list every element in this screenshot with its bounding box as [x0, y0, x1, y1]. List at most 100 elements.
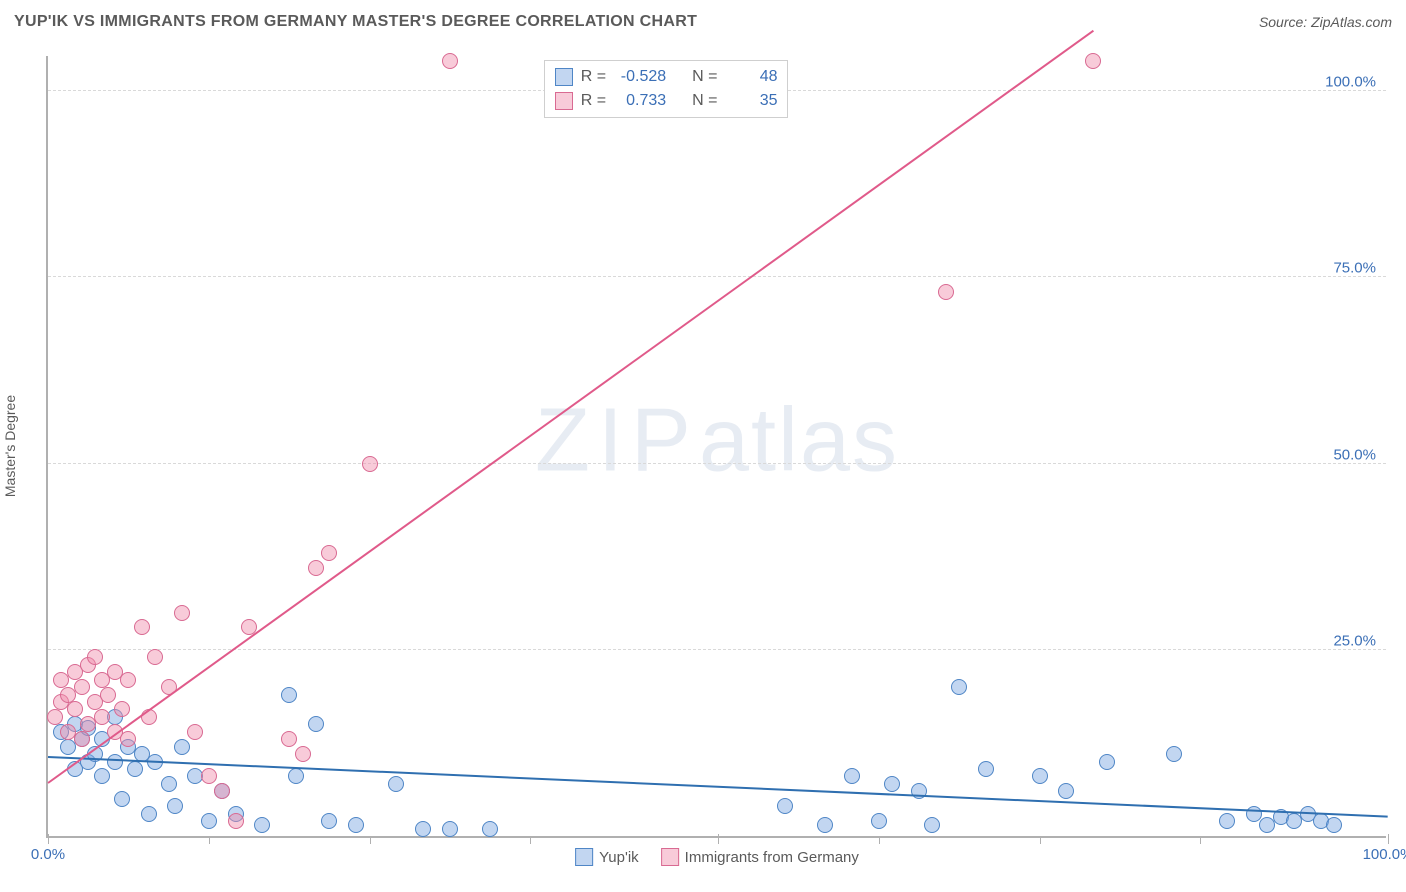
watermark-zip: ZIP [535, 390, 699, 490]
data-point [174, 739, 190, 755]
watermark: ZIPatlas [535, 389, 899, 492]
x-tick-minor [370, 836, 371, 844]
data-point [777, 798, 793, 814]
data-point [295, 746, 311, 762]
series-label: Immigrants from Germany [685, 849, 859, 866]
trend-line [48, 756, 1388, 818]
n-label: N = [692, 68, 717, 86]
data-point [1166, 746, 1182, 762]
data-point [141, 806, 157, 822]
data-point [107, 754, 123, 770]
data-point [884, 776, 900, 792]
data-point [114, 701, 130, 717]
x-tick-minor [1200, 836, 1201, 844]
r-value: 0.733 [614, 92, 666, 110]
data-point [1085, 53, 1101, 69]
data-point [938, 284, 954, 300]
data-point [127, 761, 143, 777]
data-point [134, 619, 150, 635]
data-point [415, 821, 431, 837]
data-point [321, 545, 337, 561]
r-value: -0.528 [614, 68, 666, 86]
series-legend: Yup'ik Immigrants from Germany [575, 848, 859, 866]
data-point [87, 649, 103, 665]
data-point [308, 560, 324, 576]
data-point [482, 821, 498, 837]
n-value: 48 [725, 68, 777, 86]
data-point [844, 768, 860, 784]
series-legend-item: Yup'ik [575, 848, 639, 866]
data-point [1246, 806, 1262, 822]
data-point [817, 817, 833, 833]
n-label: N = [692, 92, 717, 110]
x-tick-minor [530, 836, 531, 844]
data-point [442, 821, 458, 837]
x-tick [718, 834, 719, 844]
data-point [978, 761, 994, 777]
data-point [254, 817, 270, 833]
data-point [1326, 817, 1342, 833]
x-tick [1388, 834, 1389, 844]
chart-title: YUP'IK VS IMMIGRANTS FROM GERMANY MASTER… [14, 13, 697, 31]
data-point [100, 687, 116, 703]
r-label: R = [581, 92, 606, 110]
y-tick-label: 25.0% [1333, 632, 1376, 649]
data-point [321, 813, 337, 829]
data-point [120, 731, 136, 747]
x-tick-minor [879, 836, 880, 844]
data-point [362, 456, 378, 472]
data-point [174, 605, 190, 621]
legend-swatch [555, 68, 573, 86]
x-tick [48, 834, 49, 844]
data-point [281, 687, 297, 703]
y-tick-label: 100.0% [1325, 74, 1376, 91]
gridline [48, 463, 1386, 464]
x-tick-minor [209, 836, 210, 844]
x-tick-label: 0.0% [31, 846, 65, 863]
series-legend-item: Immigrants from Germany [661, 848, 859, 866]
data-point [74, 731, 90, 747]
legend-swatch [661, 848, 679, 866]
data-point [47, 709, 63, 725]
data-point [1219, 813, 1235, 829]
data-point [114, 791, 130, 807]
chart-header: YUP'IK VS IMMIGRANTS FROM GERMANY MASTER… [0, 0, 1406, 44]
data-point [308, 716, 324, 732]
r-label: R = [581, 68, 606, 86]
data-point [201, 768, 217, 784]
trend-line [47, 30, 1093, 784]
data-point [348, 817, 364, 833]
stats-legend-row: R = 0.733 N = 35 [555, 89, 778, 113]
watermark-atlas: atlas [699, 390, 899, 490]
y-axis-label: Master's Degree [2, 395, 18, 497]
data-point [167, 798, 183, 814]
stats-legend-row: R = -0.528 N = 48 [555, 65, 778, 89]
y-tick-label: 75.0% [1333, 260, 1376, 277]
x-tick-label: 100.0% [1363, 846, 1406, 863]
x-tick-minor [1040, 836, 1041, 844]
data-point [147, 649, 163, 665]
data-point [94, 768, 110, 784]
y-tick-label: 50.0% [1333, 446, 1376, 463]
data-point [1099, 754, 1115, 770]
data-point [388, 776, 404, 792]
data-point [951, 679, 967, 695]
data-point [94, 709, 110, 725]
data-point [442, 53, 458, 69]
legend-swatch [555, 92, 573, 110]
data-point [120, 672, 136, 688]
series-label: Yup'ik [599, 849, 639, 866]
data-point [67, 701, 83, 717]
data-point [201, 813, 217, 829]
data-point [1058, 783, 1074, 799]
data-point [161, 776, 177, 792]
data-point [281, 731, 297, 747]
gridline [48, 276, 1386, 277]
data-point [214, 783, 230, 799]
n-value: 35 [725, 92, 777, 110]
data-point [187, 724, 203, 740]
data-point [74, 679, 90, 695]
data-point [1032, 768, 1048, 784]
data-point [924, 817, 940, 833]
gridline [48, 649, 1386, 650]
